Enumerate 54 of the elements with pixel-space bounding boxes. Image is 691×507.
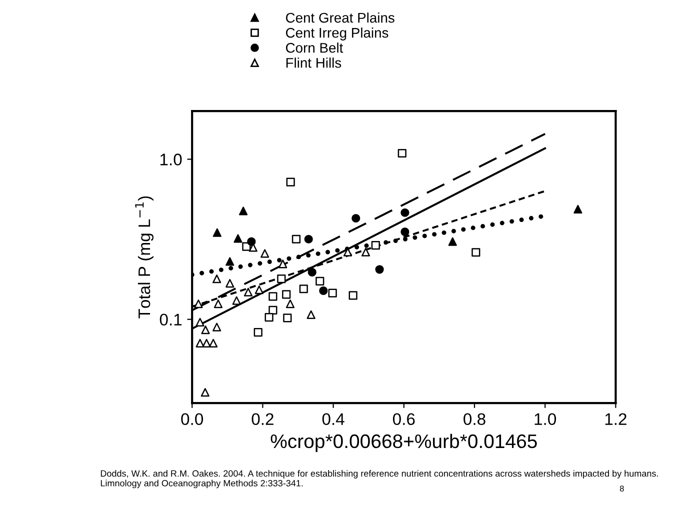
point [292, 234, 301, 244]
point [212, 228, 222, 237]
point [400, 228, 410, 236]
point [352, 214, 360, 223]
x-axis-title: %crop*0.00668+%urb*0.01465 [270, 434, 537, 452]
x-tick-label: 0.8 [464, 413, 486, 426]
point [201, 326, 210, 334]
y-axis-title: Total P (mg L$^{−1}$) [135, 196, 154, 318]
point [448, 237, 457, 246]
y-tick-label: 0.1 [160, 314, 182, 326]
x-tick-label: 0.0 [181, 413, 204, 426]
point [226, 278, 234, 288]
point [264, 312, 274, 322]
point [348, 291, 358, 300]
legend-label: Cent Great Plains [286, 12, 394, 23]
point [200, 388, 210, 397]
point [308, 268, 316, 276]
legend-label: Cent Irreg Plains [286, 28, 388, 40]
point [574, 204, 582, 214]
point [398, 148, 406, 158]
point [214, 300, 223, 308]
point [278, 260, 288, 268]
point [212, 274, 222, 284]
x-tick-label: 0.4 [322, 413, 344, 426]
x-tick-label: 1.2 [605, 413, 626, 425]
point [286, 178, 295, 186]
point [234, 234, 242, 243]
point [247, 237, 256, 246]
point [196, 318, 204, 326]
point [319, 286, 328, 295]
x-tick-label: 1.0 [534, 413, 556, 426]
x-tick-label: 0.2 [252, 413, 274, 426]
point [328, 288, 337, 298]
point [371, 241, 380, 250]
point [277, 274, 286, 284]
text: 8 [620, 486, 624, 492]
point [268, 292, 278, 301]
legend-label: Flint Hills [286, 58, 342, 68]
point [304, 234, 313, 244]
point [400, 208, 410, 217]
point [316, 276, 324, 286]
point [226, 257, 234, 266]
point [268, 306, 278, 315]
point [283, 314, 292, 322]
point [299, 284, 308, 294]
x-tick-label: 0.6 [392, 413, 415, 426]
point [375, 265, 384, 274]
point [260, 249, 270, 258]
point [286, 300, 295, 308]
point [282, 290, 291, 299]
point [472, 248, 480, 257]
legend-label: Corn Belt [286, 42, 344, 53]
point [238, 206, 248, 216]
point [254, 328, 262, 337]
